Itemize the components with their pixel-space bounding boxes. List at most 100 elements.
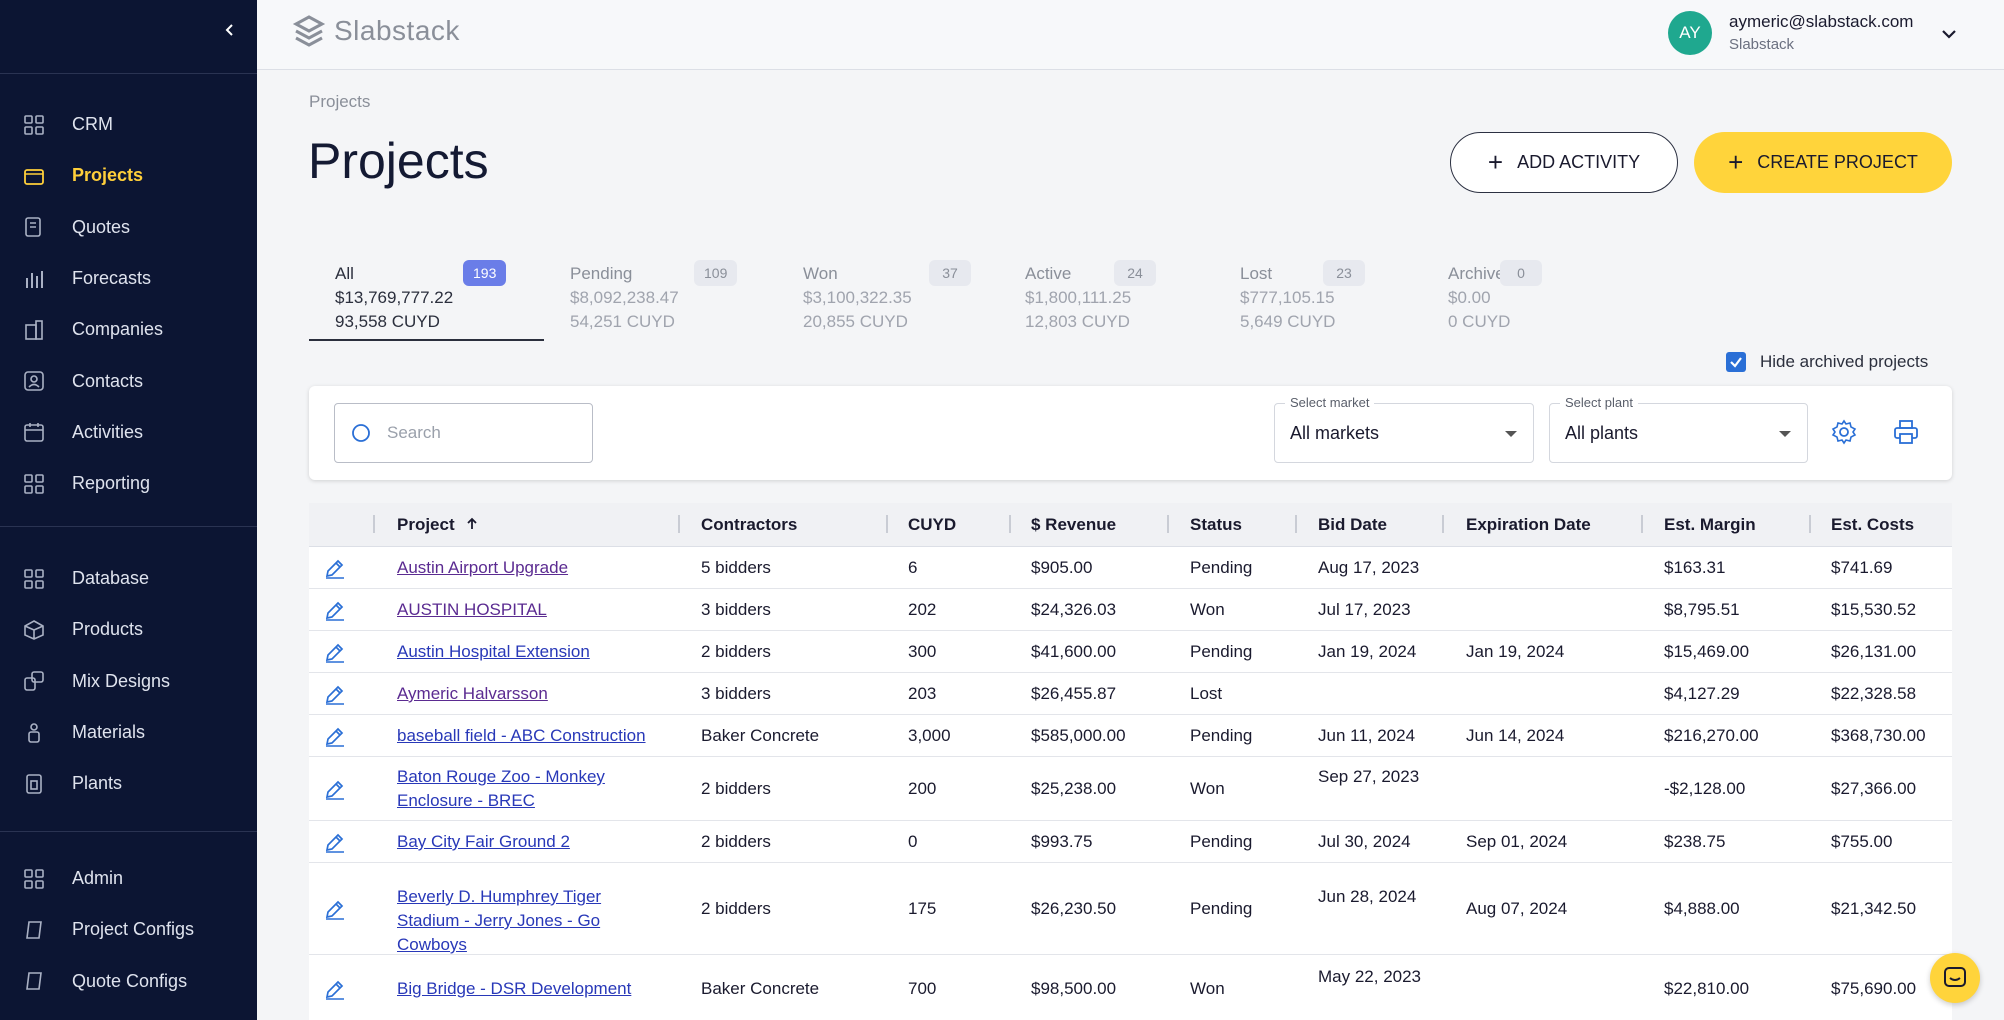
- sidebar-item-companies[interactable]: Companies: [0, 304, 257, 355]
- column-separator[interactable]: [886, 515, 888, 533]
- edit-pencil-icon[interactable]: [323, 897, 347, 921]
- project-name-link[interactable]: Baton Rouge Zoo - Monkey Enclosure - BRE…: [397, 767, 605, 810]
- cell-margin: $22,810.00: [1664, 979, 1750, 998]
- sidebar-item-quotes[interactable]: Quotes: [0, 202, 257, 253]
- column-header-revenue[interactable]: $ Revenue: [1031, 515, 1116, 535]
- chevron-down-icon[interactable]: [1937, 22, 1961, 46]
- sidebar-item-database[interactable]: Database: [0, 553, 257, 604]
- cell-contractors: 2 bidders: [701, 832, 771, 851]
- tab-active[interactable]: Active 24 $1,800,111.25 12,803 CUYD: [999, 254, 1214, 341]
- search-box[interactable]: [334, 403, 593, 463]
- edit-pencil-icon[interactable]: [323, 777, 347, 801]
- sidebar-item-quote-configs[interactable]: Quote Configs: [0, 956, 257, 1007]
- sidebar-item-reporting[interactable]: Reporting: [0, 458, 257, 509]
- column-header-status[interactable]: Status: [1190, 515, 1242, 535]
- chat-support-button[interactable]: [1930, 953, 1980, 1003]
- print-icon[interactable]: [1892, 418, 1920, 446]
- app-logo[interactable]: Slabstack: [292, 14, 460, 48]
- edit-pencil-icon[interactable]: [323, 682, 347, 706]
- avatar[interactable]: AY: [1668, 11, 1712, 55]
- tab-name: Won: [803, 264, 838, 283]
- edit-pencil-icon[interactable]: [323, 830, 347, 854]
- project-name-link[interactable]: baseball field - ABC Construction: [397, 726, 646, 745]
- market-select[interactable]: Select market All markets: [1274, 395, 1534, 463]
- tab-lost[interactable]: Lost 23 $777,105.15 5,649 CUYD: [1214, 254, 1422, 341]
- breadcrumb[interactable]: Projects: [309, 92, 371, 111]
- tab-archive[interactable]: Archive 0 $0.00 0 CUYD: [1422, 254, 1602, 341]
- cell-cuyd: 6: [908, 558, 918, 577]
- project-name-link[interactable]: Austin Airport Upgrade: [397, 558, 569, 577]
- table-row: Big Bridge - DSR Development Baker Concre…: [309, 955, 1952, 1020]
- column-separator[interactable]: [1641, 515, 1643, 533]
- cell-margin: $216,270.00: [1664, 726, 1759, 745]
- sort-ascending-icon[interactable]: [455, 515, 480, 534]
- edit-pencil-icon[interactable]: [323, 640, 347, 664]
- sidebar-item-mix-designs[interactable]: Mix Designs: [0, 656, 257, 707]
- tab-pending[interactable]: Pending 109 $8,092,238.47 54,251 CUYD: [544, 254, 777, 341]
- project-name-link[interactable]: Big Bridge - DSR Development: [397, 979, 632, 998]
- project-name-link[interactable]: Beverly D. Humphrey Tiger Stadium - Jerr…: [397, 887, 602, 954]
- project-name-link[interactable]: Aymeric Halvarsson: [397, 684, 548, 703]
- caret-down-icon: [1505, 431, 1517, 437]
- project-name-link[interactable]: Austin Hospital Extension: [397, 642, 590, 661]
- tab-won[interactable]: Won 37 $3,100,322.35 20,855 CUYD: [777, 254, 999, 341]
- sidebar-item-project-configs[interactable]: Project Configs: [0, 904, 257, 955]
- sidebar-item-crm[interactable]: CRM: [0, 99, 257, 150]
- collapse-sidebar-icon[interactable]: [218, 18, 242, 42]
- sidebar-item-forecasts[interactable]: Forecasts: [0, 253, 257, 304]
- cell-status: Lost: [1190, 684, 1223, 703]
- create-project-button[interactable]: + CREATE PROJECT: [1694, 132, 1952, 193]
- cell-contractors: 3 bidders: [701, 600, 771, 619]
- tab-amount: $8,092,238.47: [570, 288, 679, 307]
- sidebar-item-label: Admin: [72, 868, 124, 889]
- grid-icon: [22, 867, 46, 891]
- column-separator[interactable]: [1167, 515, 1169, 533]
- sidebar-item-plants[interactable]: Plants: [0, 758, 257, 809]
- column-separator[interactable]: [1442, 515, 1444, 533]
- search-input[interactable]: [387, 423, 577, 443]
- column-header-contractors[interactable]: Contractors: [701, 515, 797, 535]
- cell-margin: $15,469.00: [1664, 642, 1750, 661]
- hide-archived-toggle[interactable]: Hide archived projects: [1726, 352, 1928, 372]
- edit-pencil-icon[interactable]: [323, 977, 347, 1001]
- column-separator[interactable]: [1009, 515, 1011, 533]
- plus-icon: +: [1487, 147, 1504, 177]
- sidebar-item-admin[interactable]: Admin: [0, 853, 257, 904]
- hide-archived-checkbox[interactable]: [1726, 352, 1746, 372]
- cell-cuyd: 3,000: [908, 726, 951, 745]
- column-separator[interactable]: [373, 515, 375, 533]
- column-separator[interactable]: [1809, 515, 1811, 533]
- column-header-expiration-date[interactable]: Expiration Date: [1466, 515, 1591, 535]
- cell-cuyd: 0: [908, 832, 918, 851]
- sidebar-item-materials[interactable]: Materials: [0, 707, 257, 758]
- grid-icon: [22, 113, 46, 137]
- tab-all[interactable]: All 193 $13,769,777.22 93,558 CUYD: [309, 254, 544, 341]
- plant-select[interactable]: Select plant All plants: [1549, 395, 1808, 463]
- edit-pencil-icon[interactable]: [323, 598, 347, 622]
- column-header-cuyd[interactable]: CUYD: [908, 515, 956, 535]
- sidebar-item-label: Project Configs: [72, 919, 195, 940]
- cell-costs: $21,342.50: [1831, 899, 1917, 918]
- quote-icon: [22, 215, 46, 239]
- sidebar-item-projects[interactable]: Projects: [0, 150, 257, 201]
- settings-gear-icon[interactable]: [1830, 418, 1858, 446]
- cell-exp-date: Jun 14, 2024: [1466, 726, 1565, 745]
- sidebar-item-contacts[interactable]: Contacts: [0, 355, 257, 406]
- column-header-est-margin[interactable]: Est. Margin: [1664, 515, 1756, 535]
- sidebar-item-activities[interactable]: Activities: [0, 407, 257, 458]
- column-header-label: $ Revenue: [1031, 515, 1117, 534]
- sidebar-item-products[interactable]: Products: [0, 604, 257, 655]
- cell-revenue: $25,238.00: [1031, 779, 1117, 798]
- edit-pencil-icon[interactable]: [323, 556, 347, 580]
- project-name-link[interactable]: Bay City Fair Ground 2: [397, 832, 570, 851]
- column-separator[interactable]: [1295, 515, 1297, 533]
- column-header-est-costs[interactable]: Est. Costs: [1831, 515, 1914, 535]
- edit-pencil-icon[interactable]: [323, 724, 347, 748]
- cell-costs: $741.69: [1831, 558, 1893, 577]
- tab-cuyd: 5,649 CUYD: [1240, 312, 1336, 331]
- column-header-bid-date[interactable]: Bid Date: [1318, 515, 1387, 535]
- add-activity-button[interactable]: + ADD ACTIVITY: [1450, 132, 1678, 193]
- column-separator[interactable]: [678, 515, 680, 533]
- column-header-project[interactable]: Project: [397, 515, 479, 535]
- project-name-link[interactable]: AUSTIN HOSPITAL: [397, 600, 547, 619]
